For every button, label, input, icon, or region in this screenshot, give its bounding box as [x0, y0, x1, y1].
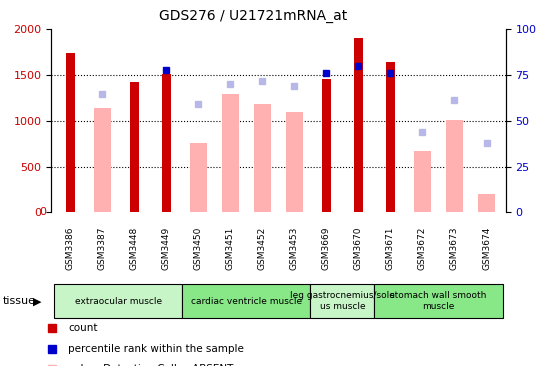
Bar — [374, 284, 502, 318]
Text: 0: 0 — [40, 207, 47, 217]
Text: tissue: tissue — [3, 296, 36, 306]
Bar — [354, 38, 363, 212]
Text: GSM3673: GSM3673 — [450, 226, 459, 270]
Text: percentile rank within the sample: percentile rank within the sample — [68, 344, 244, 354]
Text: count: count — [68, 324, 98, 333]
Text: GSM3674: GSM3674 — [482, 226, 491, 270]
Text: GSM3669: GSM3669 — [322, 226, 331, 270]
Text: GSM3670: GSM3670 — [354, 226, 363, 270]
Bar — [286, 112, 303, 212]
Text: GSM3453: GSM3453 — [290, 226, 299, 270]
Text: GSM3671: GSM3671 — [386, 226, 395, 270]
Text: extraocular muscle: extraocular muscle — [75, 296, 162, 306]
Text: GSM3451: GSM3451 — [226, 226, 235, 270]
Text: GSM3387: GSM3387 — [98, 226, 107, 270]
Text: GSM3448: GSM3448 — [130, 226, 139, 270]
Bar — [162, 74, 171, 212]
Bar — [66, 53, 75, 212]
Text: GDS276 / U21721mRNA_at: GDS276 / U21721mRNA_at — [159, 9, 347, 23]
Bar — [222, 94, 239, 212]
Text: GSM3672: GSM3672 — [418, 226, 427, 270]
Bar — [54, 284, 182, 318]
Text: GSM3449: GSM3449 — [162, 226, 171, 270]
Bar — [386, 62, 395, 212]
Text: stomach wall smooth
muscle: stomach wall smooth muscle — [390, 291, 487, 311]
Bar — [310, 284, 374, 318]
Text: value, Detection Call = ABSENT: value, Detection Call = ABSENT — [68, 364, 233, 366]
Text: leg gastrocnemius/sole
us muscle: leg gastrocnemius/sole us muscle — [290, 291, 395, 311]
Bar — [445, 120, 463, 212]
Bar — [182, 284, 310, 318]
Text: GSM3386: GSM3386 — [66, 226, 75, 270]
Text: cardiac ventricle muscle: cardiac ventricle muscle — [191, 296, 302, 306]
Text: ▶: ▶ — [33, 296, 42, 306]
Bar — [322, 79, 331, 212]
Text: GSM3450: GSM3450 — [194, 226, 203, 270]
Text: GSM3452: GSM3452 — [258, 226, 267, 270]
Bar — [94, 108, 111, 212]
Bar — [189, 143, 207, 212]
Bar — [414, 151, 431, 212]
Bar — [130, 82, 139, 212]
Bar — [478, 194, 495, 212]
Bar — [253, 104, 271, 212]
